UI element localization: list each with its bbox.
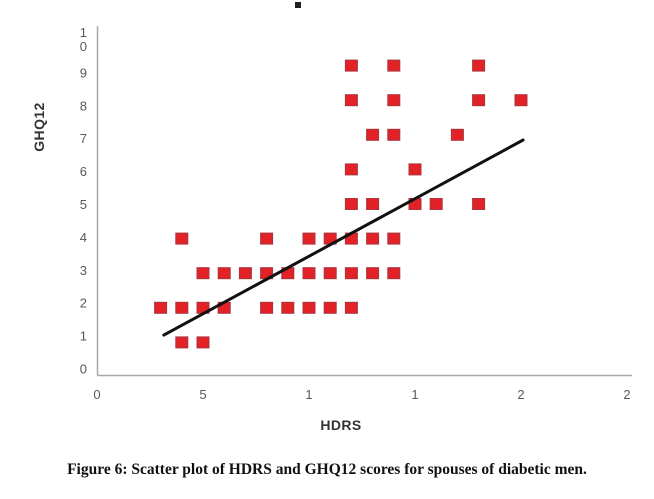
data-point [387, 128, 401, 141]
data-point [429, 198, 443, 210]
data-point [196, 267, 210, 280]
y-tick-label: 5 [80, 197, 87, 212]
data-point [302, 232, 316, 245]
data-point [217, 267, 231, 280]
data-point [260, 301, 274, 314]
data-point [154, 301, 168, 314]
x-axis-title: HDRS [320, 417, 361, 433]
data-point [408, 163, 422, 176]
data-point [344, 301, 358, 314]
data-point [175, 232, 189, 245]
data-point [238, 267, 252, 280]
data-point [472, 59, 486, 72]
y-tick-label: 4 [80, 230, 87, 245]
data-point [323, 301, 337, 314]
data-point [366, 232, 380, 245]
y-tick-label: 7 [80, 131, 87, 146]
x-tick-label: 1 [411, 387, 418, 402]
data-point [450, 128, 464, 141]
data-point [472, 94, 486, 107]
data-point [175, 336, 189, 349]
data-point [344, 198, 358, 210]
x-tick-label: 0 [93, 387, 100, 402]
data-point [344, 163, 358, 176]
data-point [366, 128, 380, 141]
axis-lines [96, 26, 632, 377]
y-tick-label: 1 [80, 329, 87, 344]
data-point [302, 267, 316, 280]
data-point [387, 232, 401, 245]
data-point [281, 301, 295, 314]
chart-layer: 0 5 1 1 2 2 0 1 2 3 4 5 6 7 8 9 1 0 [80, 25, 632, 402]
data-point [387, 267, 401, 280]
y-tick-label: 8 [80, 98, 87, 113]
data-point [323, 267, 337, 280]
data-point [344, 59, 358, 72]
x-tick-label: 2 [623, 387, 630, 402]
figure-caption: Figure 6: Scatter plot of HDRS and GHQ12… [67, 461, 587, 478]
x-tick-label: 1 [305, 387, 312, 402]
data-point [366, 267, 380, 280]
data-point [514, 94, 528, 107]
title-dot [295, 2, 301, 8]
data-point [175, 301, 189, 314]
data-point [344, 267, 358, 280]
y-tick-label: 0 [80, 362, 87, 377]
data-point [260, 232, 274, 245]
data-point [387, 59, 401, 72]
data-point [344, 94, 358, 107]
data-point [302, 301, 316, 314]
y-axis-title: GHQ12 [31, 102, 47, 151]
data-point [366, 198, 380, 210]
x-tick-label: 2 [517, 387, 524, 402]
y-tick-label: 2 [80, 296, 87, 311]
data-point [472, 198, 486, 210]
data-point [196, 336, 210, 349]
trend-line [162, 138, 525, 337]
x-tick-label: 5 [199, 387, 206, 402]
scatter-plot: 0 5 1 1 2 2 0 1 2 3 4 5 6 7 8 9 1 0 GHQ12 HDRS [31, 25, 632, 433]
data-point [387, 94, 401, 107]
y-tick-label: 3 [80, 263, 87, 278]
y-tick-label: 9 [80, 65, 87, 80]
y-tick-label: 6 [80, 164, 87, 179]
